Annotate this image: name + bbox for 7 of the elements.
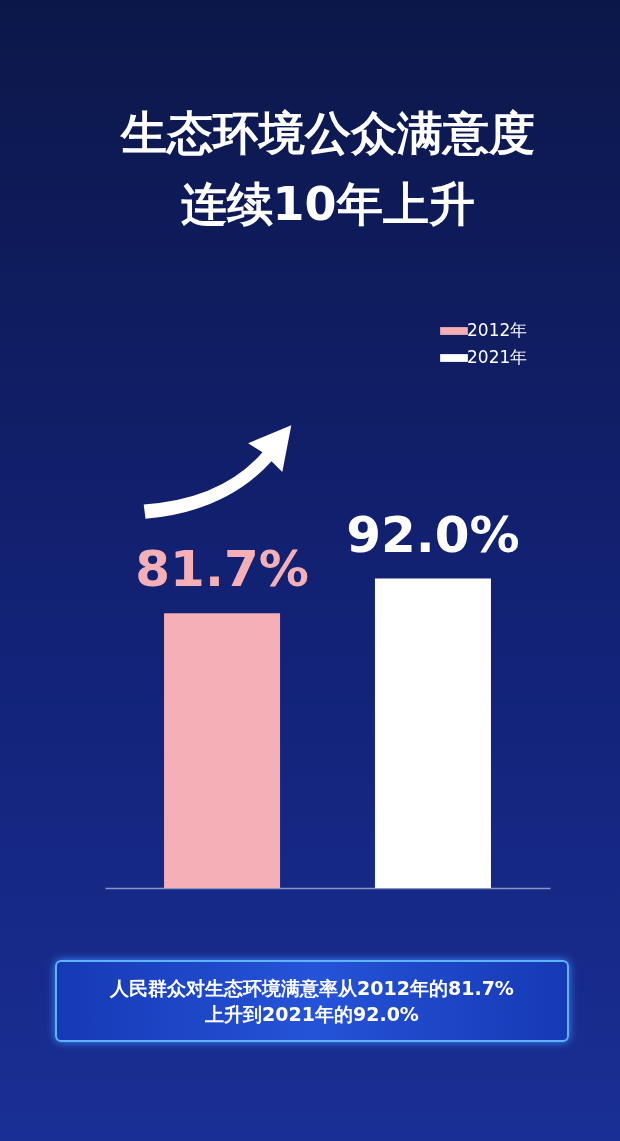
text-panel: 人民群众对生态环境满意率从2012年的81.7% 上升到2021年的92.0% [55, 960, 569, 1042]
chart-subtitle: 连续10年上升 [180, 177, 475, 231]
data-label: 81.7% [135, 540, 309, 599]
chart-title: 生态环境公众满意度 [118, 106, 535, 160]
legend-label: 2021年 [467, 347, 528, 367]
legend-label: 2012年 [467, 320, 528, 340]
data-label: 92.0% [346, 505, 520, 564]
